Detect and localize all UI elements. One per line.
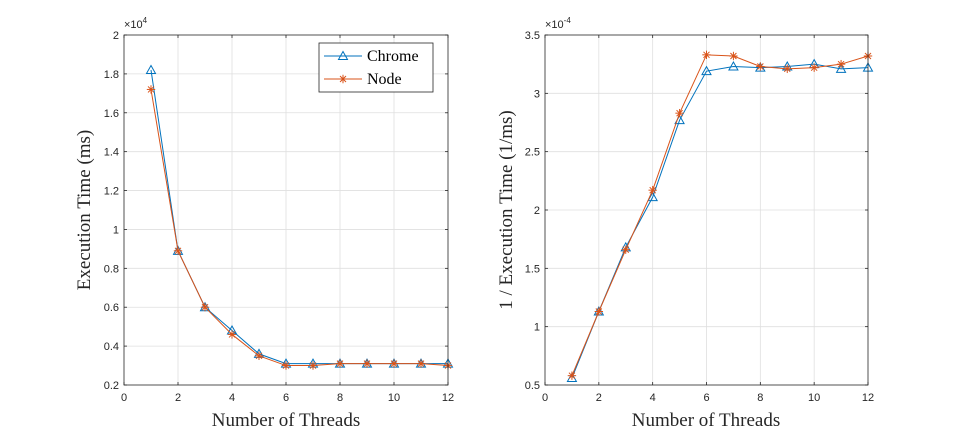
- y-axis-label-right: 1 / Execution Time (1/ms): [496, 110, 517, 310]
- y-tick-label: 2.5: [525, 147, 540, 159]
- x-tick-label: 12: [862, 392, 874, 404]
- series-right: [566, 50, 874, 382]
- data-point-node: [254, 351, 264, 361]
- grid-right: [545, 35, 868, 385]
- y-tick-label: 1.6: [104, 108, 119, 120]
- y-tick-label: 0.2: [104, 380, 119, 392]
- y-tick-label: 1.5: [525, 263, 540, 275]
- x-axis-label-left: Number of Threads: [212, 410, 360, 431]
- series-line-chrome-right: [571, 63, 869, 379]
- x-tick-label: 0: [542, 392, 548, 404]
- x-tick-label: 4: [650, 392, 656, 404]
- y-tick-label: 2: [534, 205, 540, 217]
- x-tick-label: 0: [121, 392, 127, 404]
- y-tick-label: 0.8: [104, 263, 119, 275]
- x-tick-label: 12: [442, 392, 454, 404]
- x-tick-label: 10: [388, 392, 400, 404]
- y-axis-label-left: Execution Time (ms): [74, 130, 95, 290]
- x-tick-label: 2: [175, 392, 181, 404]
- data-point-chrome: [835, 63, 847, 73]
- legend-label-node: Node: [367, 71, 402, 88]
- chart-right: 0 2 4 6 8 10 12 0.5 1 1.5 2 2.5 3 3.5 ×10-4 Number of…: [496, 16, 874, 431]
- x-tick-label: 8: [757, 392, 763, 404]
- data-point-chrome: [647, 191, 659, 202]
- data-point-node: [702, 50, 711, 60]
- series-line-node-right: [571, 54, 869, 376]
- legend-label-chrome: Chrome: [367, 48, 419, 65]
- x-tick-label: 4: [229, 392, 235, 404]
- data-point-node: [675, 108, 684, 118]
- y-tick-label: 0.4: [104, 341, 119, 353]
- y-tick-label: 3: [534, 88, 540, 100]
- chart-left: 0 2 4 6 8 10 12 0.2 0.4 0.6 0.8 1 1.2 1.4 1.6 1.8 2 ×104…: [74, 16, 454, 431]
- data-point-node: [281, 361, 291, 370]
- legend: Chrome Node: [318, 42, 434, 93]
- y-tick-label: 1.8: [104, 69, 119, 81]
- data-point-node: [729, 51, 738, 61]
- y-tick-label: 1: [534, 322, 540, 334]
- x-tick-label: 2: [596, 392, 602, 404]
- data-point-node: [648, 185, 657, 195]
- y-tick-label: 0.5: [525, 380, 540, 392]
- series-left: [145, 64, 454, 370]
- legend-marker-chrome: [337, 50, 349, 60]
- y-tick-label: 1: [113, 224, 119, 236]
- data-point-node: [227, 330, 237, 339]
- ticks-left: 0 2 4 6 8 10 12 0.2 0.4 0.6 0.8 1 1.2 1.4 1.6 1.8 2: [104, 30, 454, 404]
- exponent-label-left: ×104: [124, 16, 148, 31]
- exponent-label-right: ×10-4: [545, 16, 571, 31]
- data-point-node: [621, 245, 630, 254]
- data-point-node: [173, 246, 183, 256]
- data-point-chrome: [701, 65, 712, 76]
- data-point-node: [756, 62, 765, 71]
- data-point-node: [362, 359, 372, 368]
- data-point-node: [809, 63, 819, 72]
- grid-left: [124, 35, 448, 385]
- data-point-node: [416, 359, 426, 368]
- y-tick-label: 0.6: [104, 302, 119, 314]
- legend-box: [318, 42, 434, 93]
- data-point-node: [783, 64, 792, 74]
- series-line-node-left: [150, 89, 449, 367]
- y-tick-label: 3.5: [525, 30, 540, 42]
- data-point-node: [308, 361, 318, 370]
- y-tick-label: 1.4: [104, 147, 119, 159]
- x-tick-label: 10: [808, 392, 820, 404]
- x-tick-label: 8: [337, 392, 343, 404]
- data-point-node: [146, 85, 156, 94]
- ticks-right: 0 2 4 6 8 10 12 0.5 1 1.5 2 2.5 3 3.5: [525, 30, 874, 404]
- data-point-chrome: [145, 64, 157, 74]
- data-point-node: [594, 307, 604, 316]
- data-point-chrome: [728, 60, 739, 71]
- data-point-node: [836, 59, 846, 69]
- y-tick-label: 1.2: [104, 186, 119, 198]
- legend-marker-node: [338, 74, 348, 84]
- data-point-node: [389, 359, 399, 368]
- data-point-node: [567, 371, 577, 380]
- y-tick-label: 2: [113, 30, 119, 42]
- x-tick-label: 6: [283, 392, 289, 404]
- x-axis-label-right: Number of Threads: [632, 410, 780, 431]
- x-tick-label: 6: [703, 392, 709, 404]
- data-point-node: [200, 303, 210, 312]
- data-point-node: [335, 359, 345, 368]
- legend-marker-node-glyph: [338, 74, 348, 84]
